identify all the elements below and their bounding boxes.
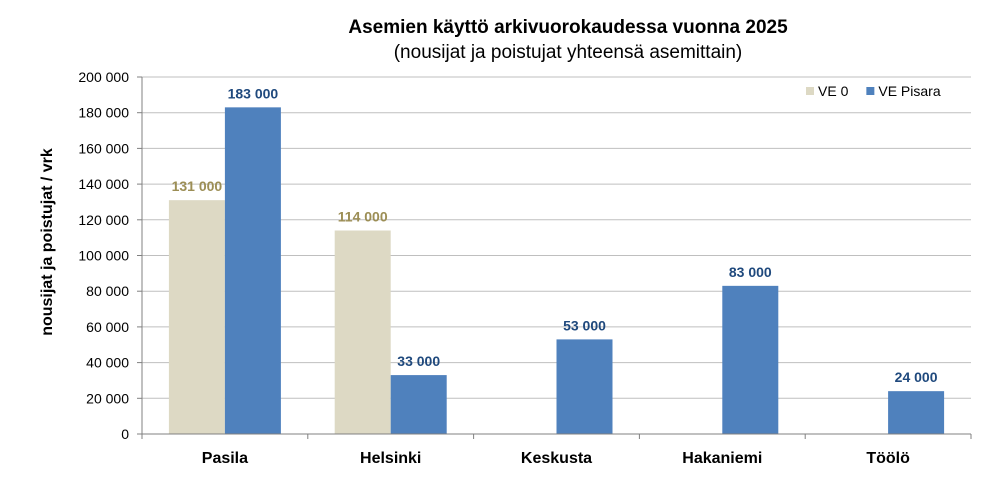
chart-title: Asemien käyttö arkivuorokaudessa vuonna …: [348, 17, 788, 38]
bars: [168, 107, 945, 434]
bar: [390, 375, 447, 434]
y-tick-label: 40 000: [86, 355, 129, 371]
legend: VE 0 VE Pisara: [806, 83, 941, 99]
y-tick-label: 60 000: [86, 319, 129, 335]
data-label: 131 000: [172, 178, 223, 194]
x-tick-label: Töölö: [866, 450, 910, 467]
legend-swatch: [806, 87, 814, 95]
y-tick-label: 120 000: [78, 212, 129, 228]
bar: [334, 230, 391, 434]
data-label: 53 000: [563, 317, 606, 333]
y-tick-label: 180 000: [78, 105, 129, 121]
bar: [224, 107, 281, 434]
data-label: 24 000: [895, 369, 938, 385]
chart-subtitle: (nousijat ja poistujat yhteensä asemitta…: [394, 42, 743, 63]
data-labels: 131 000 183 000 114 000 33 000 53 000 83 000 2…: [172, 85, 938, 385]
bar: [168, 200, 225, 434]
y-tick-label: 0: [121, 426, 129, 442]
legend-label: VE Pisara: [878, 83, 940, 99]
y-tick-label: 160 000: [78, 140, 129, 156]
data-label: 114 000: [338, 209, 388, 225]
y-tick-label: 100 000: [78, 248, 129, 264]
bar: [722, 285, 779, 434]
x-tick-label: Pasila: [202, 450, 248, 467]
legend-label: VE 0: [818, 83, 849, 99]
y-axis-label: nousijat ja poistujat / vrk: [39, 148, 56, 336]
x-tick-label: Keskusta: [521, 450, 592, 467]
y-tick-label: 200 000: [78, 69, 129, 85]
y-tick-label: 140 000: [78, 176, 129, 192]
legend-swatch: [866, 87, 875, 95]
bar: [888, 391, 945, 434]
data-label: 33 000: [397, 353, 440, 369]
bar: [556, 339, 613, 434]
data-label: 83 000: [729, 264, 772, 280]
data-label: 183 000: [228, 85, 279, 101]
x-tick-label: Helsinki: [360, 450, 421, 467]
x-tick-label: Hakaniemi: [682, 450, 762, 467]
axes: 0 20 000 40 000 60 000 80 000 100 000 120 000 1…: [78, 69, 972, 467]
y-tick-label: 80 000: [86, 283, 129, 299]
y-tick-label: 20 000: [86, 390, 129, 406]
